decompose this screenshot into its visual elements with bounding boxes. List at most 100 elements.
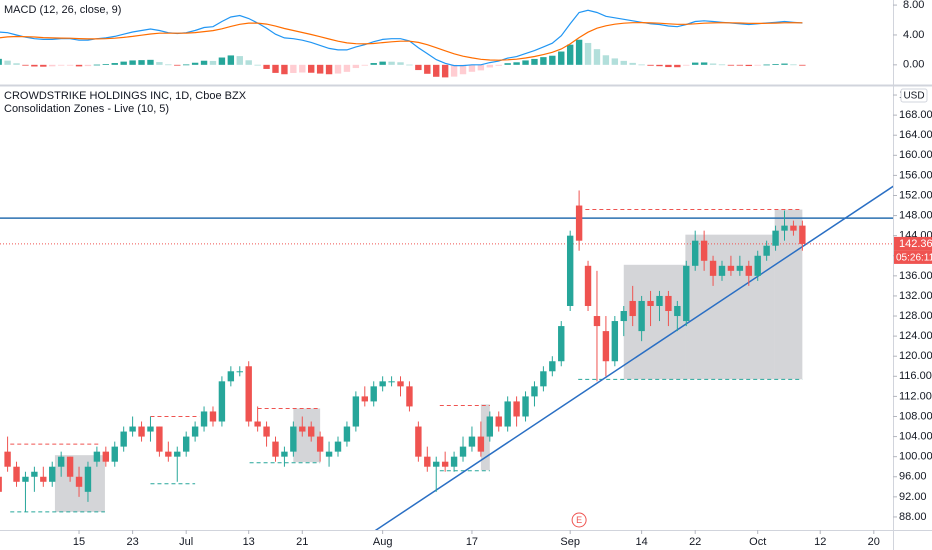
x-tick-label: 22 bbox=[689, 536, 701, 548]
y-tick-label: 0.00 bbox=[903, 59, 924, 71]
y-tick-label: 152.00 bbox=[899, 189, 932, 201]
candle-body bbox=[709, 260, 717, 276]
price-pane bbox=[0, 185, 893, 530]
histogram-bar bbox=[334, 64, 342, 74]
candle-body bbox=[4, 451, 11, 467]
candle-body bbox=[745, 265, 752, 276]
candle-body bbox=[13, 466, 20, 482]
histogram-bar bbox=[763, 64, 770, 66]
histogram-bar bbox=[513, 62, 520, 65]
y-tick-label: 112.00 bbox=[899, 390, 932, 402]
histogram-bar bbox=[174, 64, 181, 66]
candle-body bbox=[558, 326, 565, 362]
histogram-bar bbox=[415, 64, 422, 71]
x-tick-label: 13 bbox=[243, 536, 255, 548]
candle-body bbox=[182, 436, 190, 452]
histogram-bar bbox=[182, 64, 190, 66]
histogram-bar bbox=[111, 63, 118, 65]
candle-body bbox=[299, 426, 306, 432]
candle-body bbox=[75, 476, 83, 487]
histogram-bar bbox=[549, 55, 556, 65]
candle-body bbox=[727, 265, 735, 271]
candle-body bbox=[290, 426, 297, 452]
histogram-bar bbox=[575, 39, 583, 65]
candle-body bbox=[352, 396, 360, 427]
histogram-bar bbox=[200, 60, 208, 65]
candle-body bbox=[674, 305, 681, 317]
candle-body bbox=[629, 300, 636, 317]
y-tick-label: 164.00 bbox=[899, 129, 932, 141]
candle-body bbox=[397, 381, 404, 387]
candle-body bbox=[620, 311, 627, 322]
histogram-bar bbox=[433, 64, 440, 77]
histogram-bar bbox=[531, 58, 538, 65]
histogram-bar bbox=[254, 64, 261, 66]
candle-body bbox=[49, 466, 56, 482]
earnings-marker[interactable] bbox=[571, 512, 587, 528]
x-tick-label: Oct bbox=[749, 536, 766, 548]
candle-body bbox=[424, 456, 431, 467]
candle-body bbox=[781, 225, 788, 231]
histogram-bar bbox=[227, 55, 235, 65]
candle-body bbox=[308, 426, 315, 437]
consolidation-zone bbox=[623, 264, 686, 380]
y-tick-label: 168.00 bbox=[899, 109, 932, 121]
histogram-bar bbox=[66, 64, 74, 66]
histogram-bar bbox=[477, 64, 485, 71]
trendline bbox=[374, 185, 893, 530]
histogram-bar bbox=[790, 64, 797, 66]
candle-body bbox=[602, 331, 610, 362]
x-tick-label: 17 bbox=[466, 536, 478, 548]
candle-body bbox=[566, 235, 574, 306]
candle-body bbox=[31, 471, 38, 477]
histogram-bar bbox=[263, 64, 270, 69]
histogram-bar bbox=[290, 64, 297, 73]
candle-body bbox=[647, 300, 654, 306]
x-tick-label: 12 bbox=[814, 536, 826, 548]
x-tick-label: Jul bbox=[179, 536, 193, 548]
histogram-bar bbox=[138, 60, 145, 65]
macd-line bbox=[0, 9, 803, 67]
candle-body bbox=[468, 436, 476, 447]
y-tick-label: 88.00 bbox=[899, 511, 927, 523]
histogram-bar bbox=[299, 64, 306, 73]
earnings-label: E bbox=[576, 515, 582, 525]
y-tick-label: 8.00 bbox=[903, 0, 924, 11]
candle-body bbox=[138, 426, 145, 437]
macd-line bbox=[0, 21, 803, 61]
consolidation-zone bbox=[774, 209, 803, 380]
candle-body bbox=[593, 316, 601, 327]
histogram-bar bbox=[727, 64, 735, 66]
candle-body bbox=[504, 401, 511, 427]
candle-body bbox=[700, 240, 708, 261]
histogram-bar bbox=[22, 64, 29, 66]
chart-title: CROWDSTRIKE HOLDINGS INC, 1D, Cboe BZX bbox=[4, 90, 247, 102]
histogram-bar bbox=[772, 64, 779, 65]
histogram-bar bbox=[120, 61, 127, 65]
candle-body bbox=[191, 426, 199, 437]
histogram-bar bbox=[4, 60, 11, 65]
currency[interactable]: USD bbox=[903, 91, 924, 102]
y-tick-label: 116.00 bbox=[899, 370, 932, 382]
y-tick-label: 120.00 bbox=[899, 350, 932, 362]
histogram-bar bbox=[379, 61, 386, 65]
x-tick-label: 15 bbox=[73, 536, 85, 548]
candle-body bbox=[111, 446, 118, 462]
candle-body bbox=[93, 451, 101, 462]
histogram-bar bbox=[495, 64, 502, 66]
candle-body bbox=[513, 401, 520, 417]
candle-body bbox=[165, 451, 172, 457]
currency-box[interactable] bbox=[900, 88, 928, 103]
y-tick-label: 92.00 bbox=[899, 491, 927, 503]
candle-body bbox=[343, 426, 351, 442]
y-tick-label: 104.00 bbox=[899, 430, 932, 442]
histogram-bar bbox=[611, 58, 619, 65]
histogram-bar bbox=[522, 60, 529, 65]
candle-body bbox=[656, 295, 663, 306]
candle-body bbox=[209, 411, 217, 422]
candle-body bbox=[415, 426, 422, 457]
candle-body bbox=[156, 426, 163, 452]
histogram-bar bbox=[584, 42, 592, 65]
histogram-bar bbox=[370, 63, 377, 65]
